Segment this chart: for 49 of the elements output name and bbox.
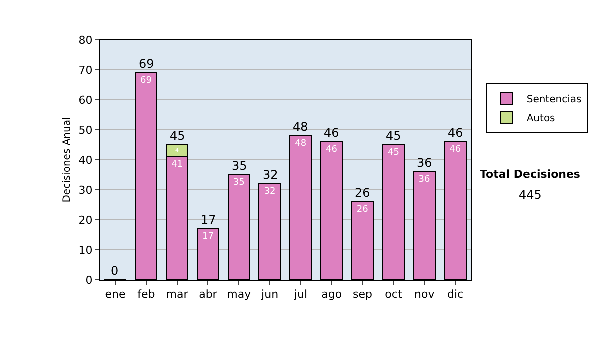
y-axis-title: Decisiones Anual [62, 117, 73, 203]
y-tick-label: 60 [78, 94, 93, 107]
x-tick-label: feb [138, 288, 156, 302]
data-label: 32 [264, 187, 276, 197]
legend-label: Sentencias [526, 94, 582, 106]
total-label: 46 [448, 126, 464, 140]
text: 445 [519, 188, 542, 202]
legend-label: Autos [526, 114, 556, 125]
data-label: 35 [233, 178, 245, 188]
y-tick-label: 80 [78, 34, 93, 47]
y-tick-label: 30 [78, 184, 93, 197]
x-tick-label: oct [385, 288, 403, 302]
y-tick-label: 20 [78, 214, 93, 227]
x-tick-label: abr [199, 288, 218, 302]
data-label: 69 [140, 76, 152, 86]
data-label: 48 [295, 139, 307, 149]
x-tick-label: may [227, 288, 252, 302]
data-label: 17 [202, 232, 214, 242]
x-tick-label: nov [414, 288, 436, 302]
x-tick-label: ago [322, 288, 342, 302]
data-label: 45 [388, 148, 400, 158]
x-tick-label: sep [353, 288, 373, 302]
data-label: 46 [450, 145, 462, 155]
y-tick-label: 50 [78, 124, 93, 137]
total-label: 26 [355, 186, 370, 200]
total-label: 46 [324, 126, 340, 140]
data-label: 41 [172, 160, 184, 170]
total-label: 45 [170, 129, 186, 143]
y-tick-label: 10 [78, 244, 93, 257]
x-tick-label: ene [105, 288, 126, 302]
total-label: 0 [111, 264, 119, 278]
x-tick-label: jul [293, 288, 308, 302]
total-label: 36 [417, 156, 432, 170]
x-tick-label: dic [447, 288, 464, 302]
y-tick-label: 70 [78, 64, 93, 77]
data-label: 46 [326, 145, 338, 155]
total-label: 45 [386, 129, 402, 143]
text: Total Decisiones [480, 168, 581, 181]
total-label: 17 [201, 213, 216, 227]
data-label: 36 [418, 175, 430, 185]
x-tick-label: jun [260, 288, 279, 302]
y-tick-label: 40 [78, 154, 93, 167]
total-label: 32 [263, 168, 278, 182]
total-label: 69 [139, 57, 154, 71]
x-tick-label: mar [166, 288, 189, 302]
data-label: 26 [356, 205, 369, 215]
total-label: 48 [293, 120, 308, 134]
total-label: 35 [232, 159, 248, 173]
y-tick-label: 0 [86, 274, 93, 287]
